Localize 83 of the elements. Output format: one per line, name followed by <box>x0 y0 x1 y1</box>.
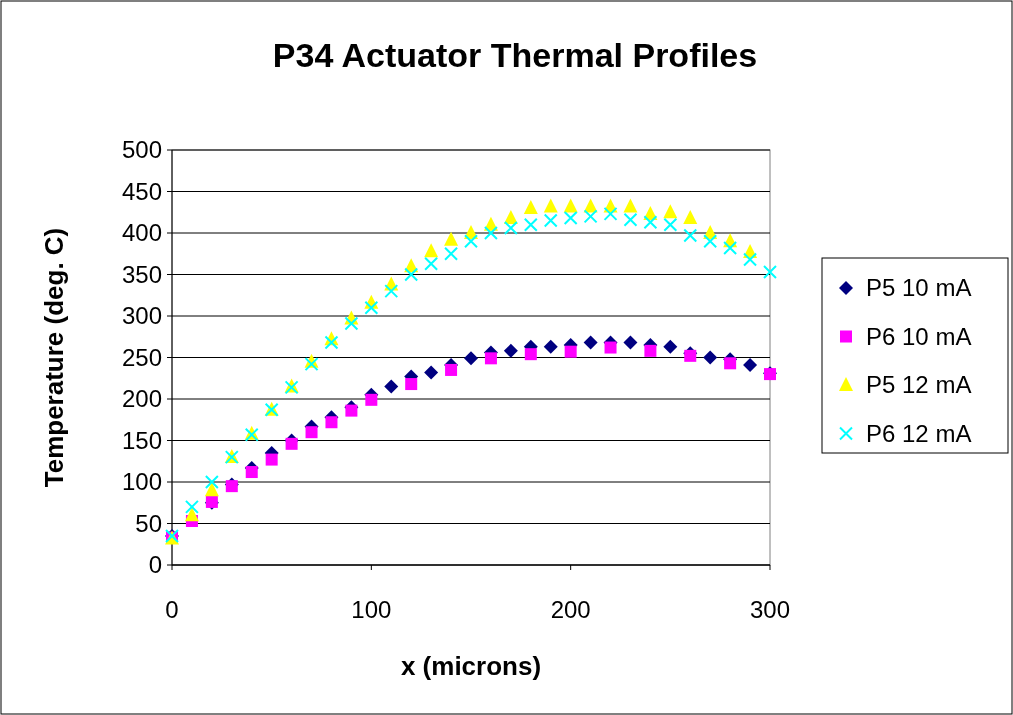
point <box>623 212 638 227</box>
legend-label: P6 12 mA <box>866 419 972 447</box>
point <box>384 284 399 299</box>
chart-title: P34 Actuator Thermal Profiles <box>272 36 758 74</box>
point <box>603 206 618 221</box>
point <box>445 363 458 376</box>
point <box>663 339 678 354</box>
y-tick-label: 0 <box>148 551 162 579</box>
point <box>703 234 718 249</box>
point <box>405 378 418 391</box>
point <box>324 335 339 350</box>
point <box>623 335 638 350</box>
point <box>703 350 718 365</box>
point <box>724 357 737 370</box>
x-axis-title: x (microns) <box>400 651 542 681</box>
point <box>404 267 419 282</box>
y-tick-label: 350 <box>121 260 162 288</box>
point <box>344 316 359 331</box>
x-tick-label: 100 <box>351 596 392 623</box>
y-tick-label: 200 <box>121 385 162 413</box>
point <box>583 209 598 224</box>
point <box>364 300 379 315</box>
x-tick-label: 200 <box>550 596 591 623</box>
y-tick-label: 400 <box>121 219 162 247</box>
y-tick-label: 450 <box>121 177 162 205</box>
point <box>424 243 439 258</box>
point <box>464 351 478 366</box>
y-tick-label: 150 <box>121 426 162 454</box>
point <box>763 265 777 280</box>
point <box>683 228 698 243</box>
y-tick-label: 250 <box>121 343 162 371</box>
y-tick-label: 100 <box>121 468 162 496</box>
legend-label: P6 10 mA <box>866 322 972 350</box>
point <box>265 453 278 466</box>
point <box>563 198 578 213</box>
point <box>424 256 439 271</box>
point <box>564 345 577 358</box>
point <box>663 217 678 232</box>
point <box>563 211 578 226</box>
y-tick-label: 300 <box>121 302 162 330</box>
point <box>723 240 738 255</box>
point <box>464 234 478 249</box>
x-tick-label: 0 <box>165 596 179 623</box>
legend-label: P5 10 mA <box>866 274 972 302</box>
point <box>663 204 678 219</box>
point <box>384 379 399 394</box>
point <box>304 357 319 372</box>
point <box>424 365 439 380</box>
point <box>503 343 518 358</box>
point <box>444 231 459 246</box>
point <box>483 226 498 240</box>
point <box>305 426 318 439</box>
point <box>604 341 617 354</box>
point <box>184 507 199 522</box>
point <box>484 352 497 365</box>
y-tick-label: 500 <box>121 136 162 164</box>
point <box>345 404 358 417</box>
point <box>204 475 219 489</box>
point <box>184 499 199 514</box>
point <box>325 416 338 429</box>
point <box>204 482 219 497</box>
point <box>583 335 598 350</box>
point <box>543 339 558 354</box>
y-tick-label: 50 <box>135 509 162 537</box>
point <box>623 198 638 213</box>
y-axis-title: Temperature (deg. C) <box>39 227 69 488</box>
legend-label: P5 12 mA <box>866 371 972 399</box>
point <box>644 344 657 357</box>
point <box>743 357 758 372</box>
point <box>245 466 258 479</box>
point <box>523 200 538 215</box>
point <box>683 210 698 225</box>
point <box>643 215 658 230</box>
point <box>365 393 378 406</box>
point <box>543 198 558 213</box>
point <box>523 217 538 232</box>
point <box>543 213 558 228</box>
point <box>743 252 758 267</box>
point <box>285 437 298 450</box>
point <box>524 348 537 361</box>
point <box>503 221 518 236</box>
x-tick-label: 300 <box>749 596 791 623</box>
point <box>444 246 459 261</box>
